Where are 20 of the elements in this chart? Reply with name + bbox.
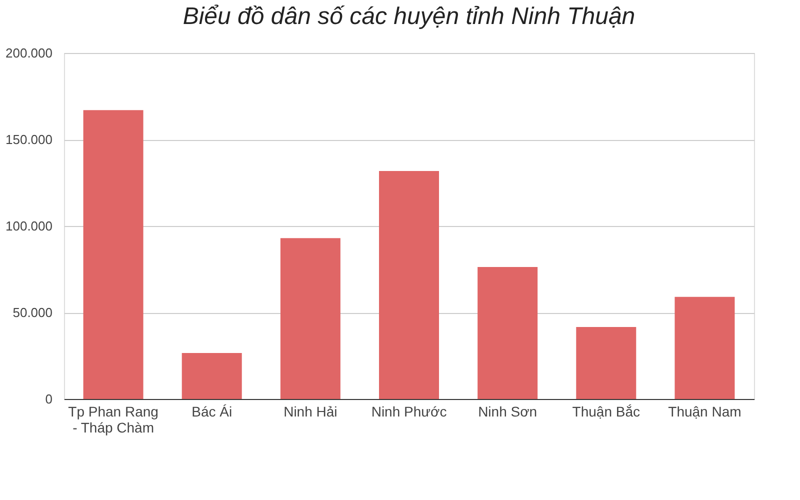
x-tick-label: Bác Ái — [192, 404, 232, 420]
x-tick-label: Tp Phan Rang - Tháp Chàm — [68, 404, 158, 436]
bar — [83, 110, 144, 399]
chart-title: Biểu đồ dân số các huyện tỉnh Ninh Thuận — [182, 3, 636, 30]
y-tick-label: 50.000 — [12, 305, 52, 320]
x-tick-label: Thuận Nam — [668, 404, 742, 420]
x-tick-label: Ninh Sơn — [478, 404, 538, 420]
bar — [674, 296, 735, 399]
bar — [379, 170, 439, 399]
bar — [478, 267, 538, 399]
x-tick-label: Thuận Bắc — [572, 404, 640, 420]
y-tick-label: 0 — [45, 392, 52, 406]
y-tick-label: 100.000 — [6, 218, 52, 234]
x-tick-label: Ninh Phước — [371, 404, 447, 420]
bar — [182, 352, 242, 399]
bar — [280, 238, 340, 399]
y-tick-label: 200.000 — [6, 46, 52, 60]
x-tick-label: Ninh Hải — [284, 404, 338, 420]
y-tick-label: 150.000 — [6, 132, 52, 147]
bar — [576, 327, 636, 399]
